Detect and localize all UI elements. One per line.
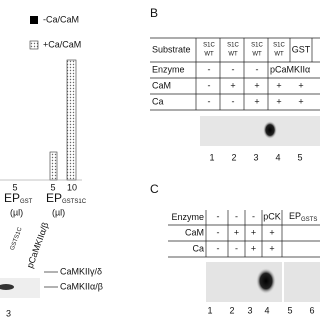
- cell: -: [217, 211, 220, 221]
- group-label: EPGST: [4, 191, 33, 205]
- row-label: Substrate: [152, 44, 191, 54]
- legend-label: -Ca/CaM: [43, 14, 79, 24]
- dose: 5: [12, 182, 17, 192]
- cell: +: [298, 80, 303, 90]
- lane-number: 3: [247, 305, 252, 315]
- lane-number: 2: [231, 152, 236, 162]
- row-label: CaM: [152, 80, 171, 90]
- cell: WT: [274, 52, 284, 58]
- band-label: CaMKIIα/β: [60, 281, 103, 291]
- legend-swatch: [29, 40, 39, 50]
- cell: S1C: [227, 43, 239, 49]
- cell: +: [269, 243, 274, 253]
- dose: 10: [67, 182, 77, 192]
- cell: EPGSTS: [289, 211, 317, 222]
- cell: +: [298, 96, 303, 106]
- lane-number: 1: [209, 152, 214, 162]
- cell: -: [235, 211, 238, 221]
- band-label: CaMKIIγ/δ: [60, 266, 102, 276]
- bar: [49, 151, 58, 181]
- lane-number: 3: [253, 152, 258, 162]
- group-label: EPGSTS1C: [46, 191, 87, 205]
- legend-swatch: [30, 16, 38, 24]
- cell: WT: [252, 52, 262, 58]
- cell: +: [276, 96, 281, 106]
- row-label: Enzyme: [152, 64, 185, 74]
- cell: WT: [228, 52, 238, 58]
- cell: +: [251, 227, 256, 237]
- cell: -: [235, 243, 238, 253]
- lane-number: 5: [287, 305, 292, 315]
- band: [256, 268, 276, 294]
- cell: +: [230, 80, 235, 90]
- group-unit: (µl): [52, 207, 65, 217]
- cell: -: [208, 64, 211, 74]
- dose: 5: [50, 182, 55, 192]
- cell: S1C: [203, 43, 215, 49]
- group-unit: (µl): [10, 207, 23, 217]
- cell: S1C: [273, 43, 285, 49]
- cell: S1C: [251, 43, 263, 49]
- row-label: CaM: [185, 227, 204, 237]
- cell: +: [254, 80, 259, 90]
- cell: +: [276, 80, 281, 90]
- blot: [284, 262, 320, 302]
- cell: WT: [204, 52, 214, 58]
- cell: +: [234, 227, 239, 237]
- lane-number: 6: [309, 305, 314, 315]
- legend-label: +Ca/CaM: [43, 39, 81, 49]
- cell: GST: [292, 44, 311, 54]
- blot-header: pCaMKIIα/β: [25, 221, 51, 269]
- panel-label: B: [150, 6, 158, 20]
- lane-number: 2: [229, 305, 234, 315]
- panel-label: C: [150, 182, 159, 196]
- lane-number: 3: [6, 308, 11, 318]
- cell: pCK: [263, 211, 281, 221]
- bar: [66, 59, 77, 181]
- band: [0, 284, 14, 290]
- cell: -: [217, 243, 220, 253]
- band: [263, 121, 277, 139]
- blot-header: GSTS1C: [10, 226, 24, 251]
- cell: +: [254, 96, 259, 106]
- row-label: Ca: [152, 96, 164, 106]
- lane-number: 5: [297, 152, 302, 162]
- lane-number: 4: [264, 305, 269, 315]
- cell: -: [208, 96, 211, 106]
- cell: +: [251, 243, 256, 253]
- cell: -: [252, 211, 255, 221]
- blot: [200, 116, 320, 146]
- cell: -: [232, 64, 235, 74]
- cell: +: [269, 227, 274, 237]
- row-label: Ca: [192, 243, 204, 253]
- blot: [0, 278, 40, 298]
- row-label: Enzyme: [171, 212, 204, 222]
- cell: -: [208, 80, 211, 90]
- cell: -: [217, 227, 220, 237]
- lane-number: 4: [275, 152, 280, 162]
- lane-number: 1: [207, 305, 212, 315]
- cell: -: [232, 96, 235, 106]
- cell: -: [256, 64, 259, 74]
- cell: pCaMKIIα: [270, 64, 310, 74]
